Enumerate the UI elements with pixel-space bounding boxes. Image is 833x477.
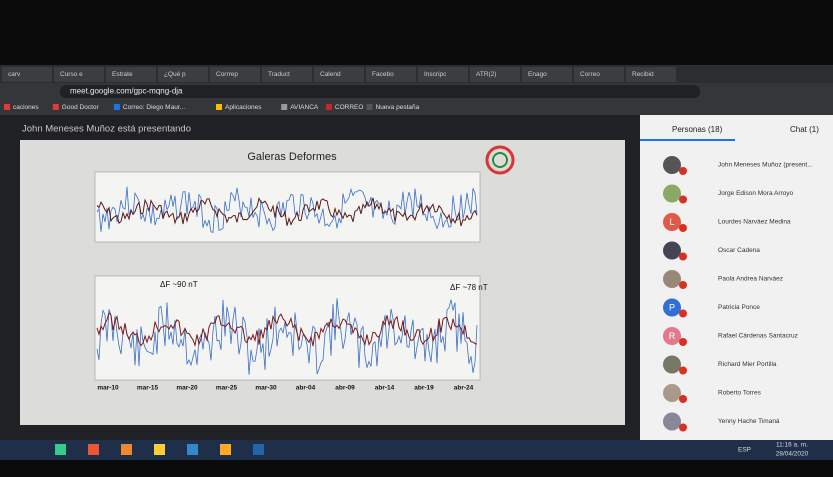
taskbar-icon[interactable] — [121, 444, 132, 455]
participant-name[interactable]: Patricia Ponce — [718, 304, 760, 311]
avatar — [663, 185, 681, 203]
x-label: mar-15 — [137, 385, 159, 392]
avatar-initial: R — [669, 331, 676, 341]
avatar — [663, 356, 681, 374]
screen-photo: meet.google.com/gpc-mqng-dja John Menese… — [0, 0, 833, 472]
tab-label: Recibid — [632, 71, 654, 78]
taskbar-icon[interactable] — [220, 444, 231, 455]
taskbar-icon[interactable] — [55, 444, 66, 455]
bookmark[interactable]: caciones — [13, 104, 39, 111]
mute-icon — [679, 281, 687, 289]
avatar — [663, 156, 681, 174]
x-label: mar-10 — [97, 385, 119, 392]
participant-name[interactable]: Yenny Hache Timaná — [718, 418, 780, 425]
participant-name[interactable]: Jorge Edison Mora Arroyo — [718, 190, 794, 197]
participant-name[interactable]: Paola Andrea Narváez — [718, 276, 783, 283]
tab-label: Curso e — [60, 71, 83, 78]
bookmark[interactable]: Aplicaciones — [225, 104, 262, 111]
participant-name[interactable]: Oscar Cadena — [718, 247, 760, 254]
lower-plot — [95, 276, 480, 380]
bookmark-icon — [4, 104, 10, 110]
x-label: abr-24 — [454, 385, 474, 392]
bookmark-icon — [367, 104, 373, 110]
participant-name[interactable]: Lourdes Narváez Medina — [718, 219, 791, 226]
bookmark[interactable]: Correo: Diego Maur... — [123, 104, 185, 111]
taskbar-icon[interactable] — [154, 444, 165, 455]
tab-label: Inscripc — [424, 71, 447, 78]
language: ESP — [738, 447, 751, 454]
bookmark[interactable]: CORREO — [335, 104, 364, 111]
mute-icon — [679, 395, 687, 403]
x-label: abr-19 — [414, 385, 434, 392]
participant-name[interactable]: Roberto Torres — [718, 390, 762, 397]
avatar — [663, 384, 681, 402]
mute-icon — [679, 167, 687, 175]
mute-icon — [679, 338, 687, 346]
tab-label: Estrate — [112, 71, 133, 78]
annotation: ΔF ~78 nT — [450, 283, 488, 292]
avatar-initial: P — [669, 302, 675, 312]
bookmark-icon — [326, 104, 332, 110]
taskbar-icon[interactable] — [187, 444, 198, 455]
mute-icon — [679, 424, 687, 432]
tab-label: Facebo — [372, 71, 394, 78]
avatar — [663, 413, 681, 431]
tab-label: Enago — [528, 71, 547, 78]
mute-icon — [679, 367, 687, 375]
tab-label: carv — [8, 71, 21, 78]
x-label: mar-30 — [255, 385, 277, 392]
url: meet.google.com/gpc-mqng-dja — [70, 87, 183, 96]
bookmark[interactable]: Good Doctor — [62, 104, 100, 111]
tab-label: ¿Qué p — [164, 71, 186, 78]
bookmark[interactable]: Nueva pestaña — [376, 104, 420, 111]
tab-label: ATR(2) — [476, 71, 496, 78]
x-label: mar-20 — [176, 385, 198, 392]
presenter-banner: John Meneses Muñoz está presentando — [22, 124, 191, 135]
participant-name[interactable]: Rafael Cárdenas Santacruz — [718, 333, 798, 340]
bookmark-icon — [114, 104, 120, 110]
bookmark-icon — [216, 104, 222, 110]
bookmark[interactable]: AVIANCA — [290, 104, 319, 111]
annotation: ΔF ~90 nT — [160, 280, 198, 289]
bookmark-icon — [53, 104, 59, 110]
tab-label: Calend — [320, 71, 341, 78]
clock-date: 28/04/2020 — [776, 451, 809, 458]
mute-icon — [679, 196, 687, 204]
taskbar-icon[interactable] — [253, 444, 264, 455]
bookmark-icon — [281, 104, 287, 110]
chat-tab[interactable]: Chat (1) — [790, 125, 819, 134]
mute-icon — [679, 310, 687, 318]
x-label: mar-25 — [216, 385, 238, 392]
tab-label: Traduct — [268, 71, 290, 78]
clock-time: 11:16 a. m. — [776, 442, 808, 449]
tab-label: Correo — [580, 71, 600, 78]
x-label: abr-09 — [335, 385, 355, 392]
mute-icon — [679, 253, 687, 261]
slide-title: Galeras Deformes — [247, 151, 337, 163]
avatar — [663, 242, 681, 260]
mute-icon — [679, 224, 687, 232]
taskbar-icon[interactable] — [88, 444, 99, 455]
x-label: abr-04 — [296, 385, 316, 392]
people-tab[interactable]: Personas (18) — [672, 125, 723, 134]
participant-name[interactable]: Richard Mier Portilla — [718, 361, 777, 368]
x-label: abr-14 — [375, 385, 395, 392]
participant-name[interactable]: John Meneses Muñoz (present... — [718, 162, 813, 169]
tab-label: Corrrep — [216, 71, 238, 78]
avatar-initial: L — [669, 217, 674, 227]
avatar — [663, 270, 681, 288]
